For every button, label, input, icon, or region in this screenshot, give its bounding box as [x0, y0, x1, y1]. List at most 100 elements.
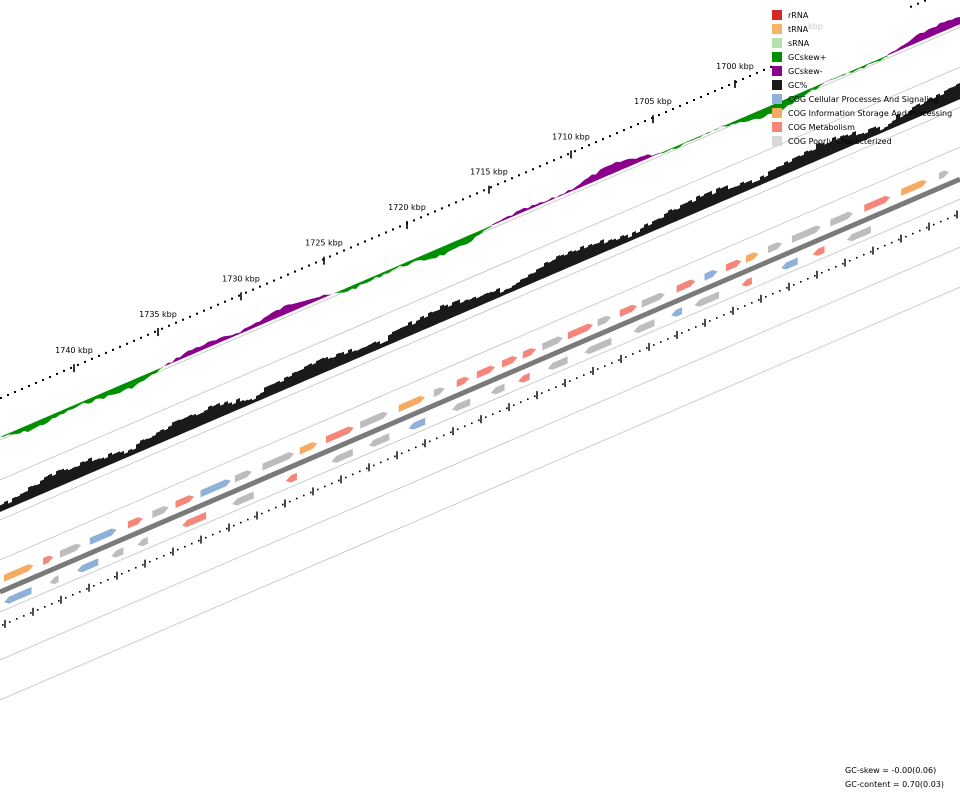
gc-skew-bar [232, 333, 236, 338]
legend-item-gcskew-neg: GCskew- [772, 64, 952, 78]
gc-skew-bar [508, 215, 512, 219]
scale-dot [595, 141, 597, 144]
gc-skew-bar [312, 297, 316, 303]
gc-skew-bar [188, 349, 192, 357]
gc-skew-bar [380, 271, 384, 278]
inner-dot [513, 404, 515, 407]
inner-dot [842, 262, 844, 265]
gc-skew-bar [416, 256, 420, 261]
scale-dot [294, 270, 296, 273]
gc-skew-bar [260, 317, 264, 326]
gc-skew-bar [628, 158, 632, 167]
gc-content-bar [632, 231, 636, 241]
inner-dot [478, 419, 480, 422]
inner-dot [688, 329, 690, 331]
gc-content-bar [16, 495, 20, 506]
gc-skew-bar [912, 35, 916, 45]
gene-arrow [741, 277, 752, 287]
gc-content-bar [796, 155, 800, 170]
gc-skew-bar [624, 159, 628, 169]
gc-content-bar [184, 416, 188, 433]
gc-content-bar [364, 345, 368, 356]
gc-skew-bar [744, 115, 748, 123]
gc-skew-bar [832, 77, 836, 80]
gc-content-bar [636, 231, 640, 239]
gc-skew-bar [824, 80, 828, 83]
gc-content-bar [268, 384, 272, 397]
inner-dot [744, 305, 746, 307]
gc-skew-bar [588, 174, 592, 185]
gene-arrow [781, 257, 798, 270]
gc-skew-bar [724, 123, 728, 127]
scale-dot [84, 360, 86, 363]
legend-swatch-rrna [772, 10, 782, 20]
gene-arrow [152, 506, 169, 519]
gc-content-bar [76, 465, 80, 480]
gc-content-bar [804, 150, 808, 167]
gene-arrow [522, 348, 537, 359]
gc-skew-bar [20, 426, 24, 434]
inner-dot [310, 491, 312, 494]
gc-skew-bar [884, 55, 888, 58]
inner-dot [632, 353, 634, 355]
gc-skew-bar [652, 154, 656, 157]
scale-dot [315, 261, 317, 264]
gc-skew-bar [836, 75, 840, 79]
inner-dot [779, 290, 781, 292]
scale-dot [70, 366, 72, 369]
gc-content-bar [316, 359, 320, 377]
gc-skew-bar [364, 278, 368, 284]
gene-arrow [456, 376, 470, 388]
scale-dot [224, 300, 226, 303]
gc-content-bar [812, 149, 816, 163]
legend-item-cog-cellular: COG Cellular Processes And Signaling [772, 92, 952, 106]
gene-arrow [901, 179, 928, 197]
gc-skew-bar [920, 32, 924, 42]
gc-skew-bar [788, 96, 792, 106]
inner-dot [807, 277, 809, 280]
gene-arrow [433, 387, 445, 397]
gc-skew-bar [216, 337, 220, 345]
scale-dot [609, 135, 611, 138]
gc-skew-bar [60, 409, 64, 415]
scale-dot [910, 5, 912, 8]
gc-skew-bar [16, 428, 20, 435]
gc-skew-bar [768, 105, 772, 115]
inner-dot [177, 548, 179, 551]
gc-content-bar [60, 468, 64, 487]
gc-skew-bar [636, 156, 640, 164]
gc-skew-bar [40, 418, 44, 426]
inner-dot [436, 437, 438, 440]
gc-skew-bar [696, 136, 700, 139]
inner-dot [590, 371, 592, 373]
gc-skew-bar [820, 82, 824, 87]
gc-content-bar [12, 496, 16, 507]
gc-skew-bar [736, 118, 740, 124]
gc-content-bar [496, 287, 500, 299]
inner-dot [107, 578, 109, 581]
gc-content-bar [504, 288, 508, 296]
scale-dot [455, 201, 457, 204]
gc-content-bar [728, 187, 732, 199]
inner-dot [254, 515, 256, 518]
inner-dot [30, 612, 32, 614]
gc-skew-bar [140, 375, 144, 383]
inner-dot [828, 268, 830, 271]
gc-skew-bar [132, 378, 136, 389]
scale-dot [679, 105, 681, 108]
gc-content-bar [416, 319, 420, 334]
gc-skew-bar [708, 130, 712, 134]
gc-content-bar [724, 185, 728, 201]
scale-dot [91, 357, 93, 360]
scale-tick-label: 1710 kbp [552, 132, 590, 141]
scale-dot [203, 309, 205, 312]
scale-dot [287, 273, 289, 276]
gc-skew-bar [24, 424, 28, 433]
scale-dot [763, 68, 765, 71]
gc-content-bar [180, 418, 184, 435]
gc-content-bar [700, 195, 704, 211]
scale-dot [105, 351, 107, 354]
scale-dot [154, 330, 156, 333]
gene-arrow [619, 304, 638, 317]
gc-skew-bar [244, 326, 248, 333]
